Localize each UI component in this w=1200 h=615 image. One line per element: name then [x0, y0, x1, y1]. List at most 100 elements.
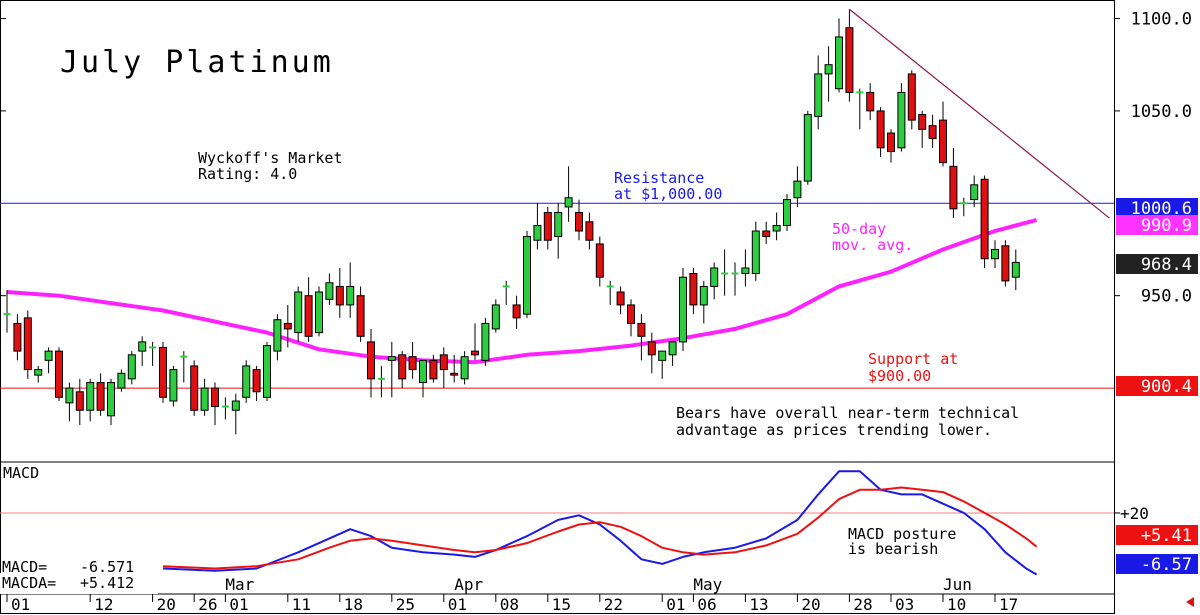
candle [647, 332, 656, 374]
candle [346, 262, 355, 318]
candle-body [835, 36, 843, 90]
moving-average-line [6, 217, 1038, 365]
candle [970, 175, 979, 207]
candle [731, 262, 739, 296]
candle-body [564, 197, 573, 208]
candle-body [429, 359, 438, 380]
scroll-left-arrow-icon[interactable] [1186, 597, 1194, 607]
price-tag: 990.9 [1116, 215, 1198, 236]
candle-body [450, 372, 459, 376]
candle [377, 365, 385, 398]
day-label: 08 [500, 595, 519, 614]
candle [252, 365, 261, 402]
candle [315, 286, 323, 337]
macd-panel-title: MACD [3, 464, 39, 482]
moving-average-layer [6, 217, 1038, 365]
candle-body [1011, 261, 1020, 278]
candle-body [616, 291, 625, 306]
candle-body [283, 322, 292, 330]
candle [949, 147, 958, 219]
candle-body [949, 165, 958, 210]
candle-body [335, 285, 344, 306]
day-label: 22 [604, 595, 623, 614]
candle-body [907, 73, 916, 121]
candle-body [252, 369, 261, 393]
day-label: 20 [157, 595, 176, 614]
candle-body [346, 285, 355, 306]
candle [710, 262, 719, 300]
candle-body [658, 350, 667, 361]
candle [637, 314, 646, 361]
candle [991, 240, 999, 268]
macd-note-line2: is bearish [848, 540, 938, 558]
day-label: 10 [947, 595, 966, 614]
candle [793, 166, 802, 207]
candle [575, 199, 583, 241]
macda-readout-value: +5.412 [80, 574, 134, 592]
day-label: 18 [344, 595, 363, 614]
month-label: Apr [454, 575, 483, 594]
downtrend-line [849, 8, 1110, 219]
candle-body [928, 125, 937, 140]
trendline-layer [849, 8, 1110, 219]
candle-body [793, 180, 802, 199]
candle-body [512, 304, 521, 319]
price-tag: 968.4 [1116, 254, 1198, 275]
support-label-line2: $900.00 [868, 367, 931, 385]
candle [242, 360, 251, 403]
candle-body [554, 212, 563, 238]
macd-readout-value: -6.571 [80, 558, 134, 576]
candle-body [523, 236, 531, 315]
macd-tick-label: +20 [1120, 504, 1149, 523]
candle-body [533, 224, 542, 241]
chart-frame [0, 0, 1115, 614]
candle [876, 107, 885, 158]
candle [34, 365, 43, 383]
candle [502, 280, 510, 305]
candle-body [481, 322, 490, 361]
ma-label-line1: 50-day [832, 220, 886, 238]
macda-readout-label: MACDA= [2, 574, 56, 592]
candle-body [96, 382, 105, 411]
price-tag-box [1116, 198, 1198, 218]
day-label: 28 [853, 595, 872, 614]
resistance-label-line2: at $1,000.00 [614, 185, 722, 203]
price-tag-text: 990.9 [1141, 216, 1192, 236]
candle [356, 286, 365, 342]
macd-line-macd [162, 470, 1038, 576]
candle-body [679, 276, 687, 343]
candle [325, 273, 334, 305]
candle [481, 317, 490, 366]
candle [606, 280, 614, 305]
price-tag-text: 1000.6 [1131, 199, 1192, 219]
candle [44, 347, 53, 374]
candle [668, 341, 677, 366]
candle-body [897, 91, 906, 149]
candle-body [824, 64, 833, 75]
macd-tag-box [1116, 554, 1198, 574]
note-line1: Bears have overall near-term technical [676, 404, 1019, 422]
candle [835, 18, 843, 93]
candle [845, 9, 854, 102]
candle [491, 299, 500, 333]
candle [159, 341, 167, 403]
candle [23, 310, 32, 379]
candle [1011, 249, 1020, 291]
candle-body [304, 295, 313, 337]
candle-body [595, 243, 604, 278]
candle [65, 382, 74, 422]
day-label: 13 [749, 595, 768, 614]
candle [564, 166, 573, 222]
candle-body [367, 341, 375, 380]
candle-body [231, 400, 240, 411]
candle-body [970, 184, 979, 201]
candle [211, 382, 219, 426]
price-tag: 1000.6 [1116, 198, 1198, 219]
candle-body [408, 356, 417, 371]
price-tick-label: 950.0 [1141, 287, 1192, 307]
candle [554, 203, 563, 259]
candle [55, 347, 63, 402]
candle [856, 88, 864, 130]
candle [679, 267, 687, 352]
price-tag-box [1116, 376, 1198, 396]
